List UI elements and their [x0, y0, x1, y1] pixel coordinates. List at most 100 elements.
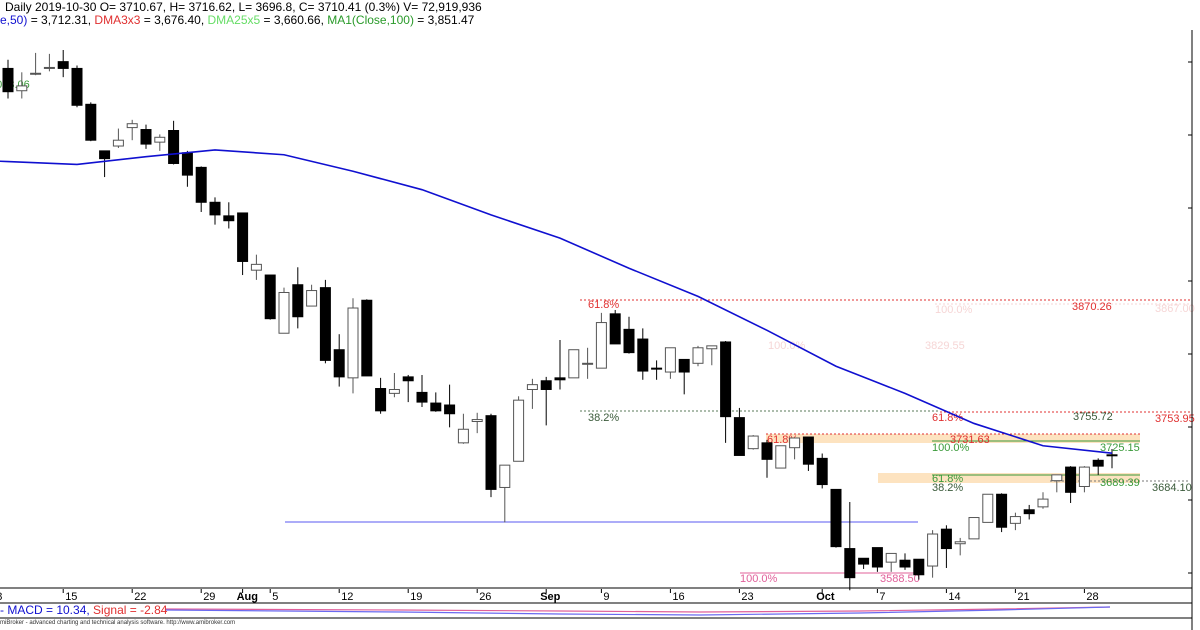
candle[interactable] [733, 407, 745, 456]
candle[interactable] [43, 53, 55, 72]
candle-body-up [30, 72, 42, 75]
candle[interactable] [57, 49, 69, 78]
candle[interactable] [333, 334, 345, 387]
candle[interactable] [637, 328, 649, 380]
candle-body-down [844, 548, 856, 579]
candle[interactable] [692, 345, 704, 367]
date-tick-label: 7 [879, 591, 885, 603]
candle[interactable] [1037, 492, 1049, 509]
candle[interactable] [513, 396, 525, 462]
candle[interactable] [871, 547, 883, 572]
candle[interactable] [982, 493, 994, 523]
candle[interactable] [430, 392, 442, 412]
candle[interactable] [85, 102, 97, 142]
candle[interactable] [264, 274, 276, 320]
candle[interactable] [595, 312, 607, 369]
candle-body-up [927, 533, 939, 567]
candle[interactable] [996, 493, 1008, 533]
candle[interactable] [499, 464, 511, 523]
date-tick-label: 12 [341, 591, 353, 603]
ma100-label: MA1(Close,100) [327, 13, 414, 27]
candle-body-down [899, 559, 911, 568]
candle[interactable] [609, 309, 621, 345]
candle[interactable] [1106, 449, 1118, 469]
candle[interactable] [816, 453, 828, 489]
green1-pct: 100.0% [932, 442, 970, 454]
candle[interactable] [457, 413, 469, 444]
candle[interactable] [940, 525, 952, 568]
candle[interactable] [1065, 466, 1077, 503]
candle[interactable] [664, 347, 676, 379]
candle-body-up [347, 307, 359, 379]
candle-body-down [485, 415, 497, 490]
candle[interactable] [844, 502, 856, 591]
candle[interactable] [885, 552, 897, 572]
fib-c-price2: 3753.95 [1155, 413, 1195, 425]
candle-body-up [954, 541, 966, 545]
candle[interactable] [582, 347, 594, 379]
candle-body-down [333, 349, 345, 378]
candle[interactable] [1092, 458, 1104, 475]
candle[interactable] [678, 358, 690, 395]
candle[interactable] [140, 124, 152, 149]
dma3-label: DMA3x3 [94, 13, 141, 27]
candle[interactable] [927, 530, 939, 578]
candle[interactable] [347, 298, 359, 394]
candle[interactable] [1009, 512, 1021, 531]
candle[interactable] [278, 287, 290, 334]
candle[interactable] [126, 119, 138, 141]
candle[interactable] [181, 150, 193, 187]
price-axis-ticks [1188, 61, 1192, 574]
candle-body-down [540, 380, 552, 390]
candle[interactable] [319, 279, 331, 364]
candle[interactable] [154, 134, 166, 151]
candle[interactable] [361, 299, 373, 377]
candle[interactable] [250, 254, 262, 280]
candle[interactable] [71, 65, 83, 108]
candle[interactable] [485, 413, 497, 498]
candle[interactable] [830, 488, 842, 548]
candle[interactable] [471, 412, 483, 434]
candle[interactable] [1051, 474, 1063, 493]
candle[interactable] [747, 435, 759, 450]
candle[interactable] [706, 345, 718, 366]
date-tick-label: 5 [272, 591, 278, 603]
candle[interactable] [554, 340, 566, 390]
candle[interactable] [209, 197, 221, 225]
candle[interactable] [802, 436, 814, 471]
candle[interactable] [720, 340, 732, 443]
candle[interactable] [99, 150, 111, 178]
candle[interactable] [16, 72, 28, 99]
candle[interactable] [402, 374, 414, 403]
candle[interactable] [789, 437, 801, 460]
candle[interactable] [775, 445, 787, 469]
candle[interactable] [30, 52, 42, 76]
date-tick-label: 8 [0, 591, 2, 603]
candle[interactable] [223, 202, 235, 229]
candle[interactable] [237, 212, 249, 276]
candle[interactable] [416, 374, 428, 407]
candle[interactable] [292, 267, 304, 329]
candle[interactable] [112, 128, 124, 148]
candle[interactable] [540, 376, 552, 426]
candle[interactable] [858, 557, 870, 569]
candle[interactable] [375, 377, 387, 414]
candle[interactable] [913, 558, 925, 580]
candle[interactable] [306, 284, 318, 307]
candle[interactable] [651, 360, 663, 380]
candle[interactable] [568, 349, 580, 379]
candle[interactable] [195, 166, 207, 212]
candle[interactable] [954, 537, 966, 556]
candle[interactable] [388, 373, 400, 398]
candle[interactable] [2, 59, 14, 99]
candle[interactable] [899, 553, 911, 570]
candle[interactable] [968, 517, 980, 540]
candle[interactable] [1023, 504, 1035, 520]
candle[interactable] [761, 439, 773, 478]
candle[interactable] [168, 120, 180, 165]
candle[interactable] [444, 384, 456, 428]
candle[interactable] [526, 378, 538, 409]
candle[interactable] [623, 316, 635, 354]
candle[interactable] [1078, 466, 1090, 493]
